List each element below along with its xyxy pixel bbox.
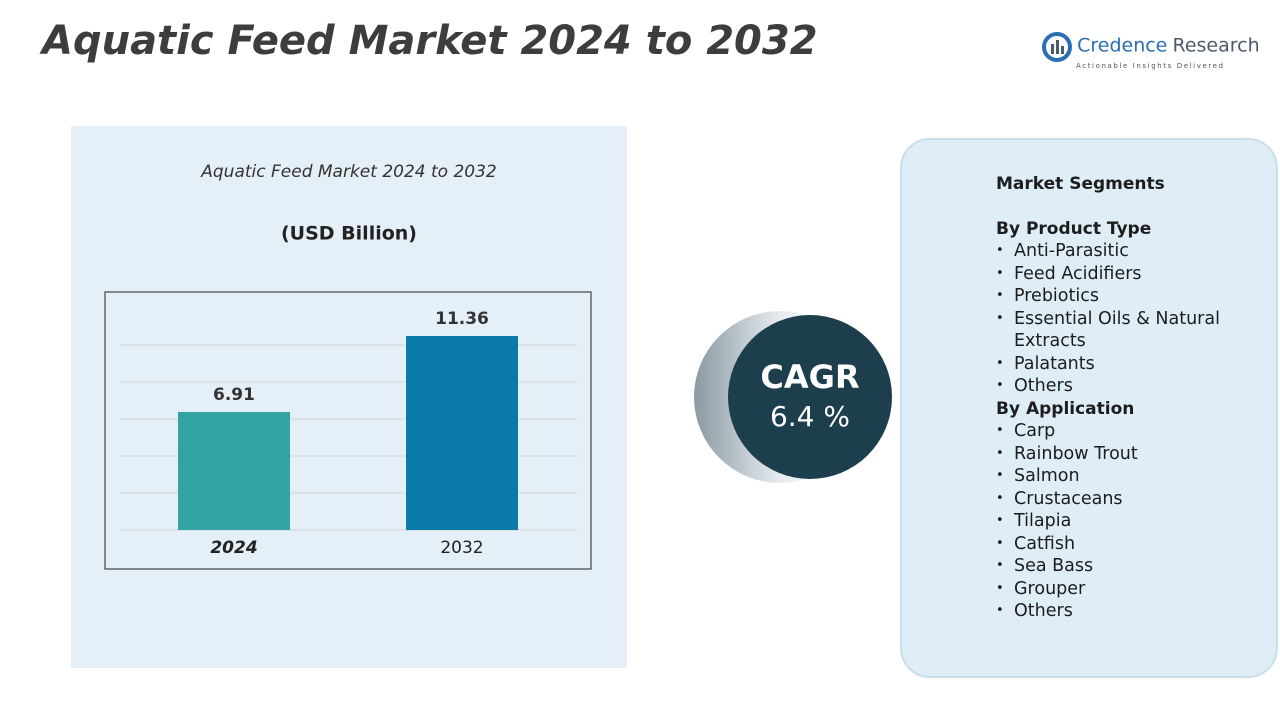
segment-group-title: By Product Type: [996, 218, 1152, 239]
segment-item: Anti-Parasitic: [996, 240, 1236, 263]
segment-item: Prebiotics: [996, 285, 1236, 308]
logo: Credence Research Actionable Insights De…: [1042, 32, 1260, 70]
segment-item: Feed Acidifiers: [996, 263, 1236, 286]
segment-item: Tilapia: [996, 510, 1236, 533]
bar: [178, 411, 290, 530]
segment-item: Grouper: [996, 578, 1236, 601]
segment-item: Salmon: [996, 465, 1236, 488]
cagr-circle: [728, 315, 892, 479]
segment-item: Others: [996, 375, 1236, 398]
value-label: 6.91: [213, 385, 255, 405]
logo-name: Credence Research: [1042, 32, 1260, 62]
x-tick-label: 2032: [440, 538, 483, 558]
segments-title: Market Segments: [996, 174, 1165, 194]
segment-item: Rainbow Trout: [996, 443, 1236, 466]
cagr-label: CAGR: [760, 358, 859, 396]
cagr-value: 6.4 %: [770, 400, 850, 433]
plot-frame: [104, 291, 592, 570]
segments-list: Market Segments By Product TypeAnti-Para…: [996, 173, 1236, 623]
page-title: Aquatic Feed Market 2024 to 2032: [42, 18, 818, 64]
logo-tagline: Actionable Insights Delivered: [1076, 62, 1225, 70]
segment-item: Palatants: [996, 353, 1236, 376]
segment-item: Carp: [996, 420, 1236, 443]
segment-group-title: By Application: [996, 398, 1135, 419]
logo-brand: Research: [1172, 34, 1260, 57]
segment-item: Sea Bass: [996, 555, 1236, 578]
segment-item: Crustaceans: [996, 488, 1236, 511]
value-label: 11.36: [435, 309, 489, 329]
segment-item: Others: [996, 600, 1236, 623]
logo-brand: Credence: [1077, 34, 1168, 57]
chart-panel: [71, 126, 627, 668]
segment-list: CarpRainbow TroutSalmonCrustaceansTilapi…: [996, 420, 1236, 623]
segment-item: Essential Oils & Natural Extracts: [996, 308, 1236, 353]
logo-icon: [1042, 32, 1072, 62]
segment-item: Catfish: [996, 533, 1236, 556]
spacer: [996, 196, 1236, 218]
bar: [406, 336, 518, 530]
chart-title: Aquatic Feed Market 2024 to 2032: [200, 162, 497, 182]
segment-list: Anti-ParasiticFeed AcidifiersPrebioticsE…: [996, 240, 1236, 398]
x-tick-label: 2024: [210, 538, 257, 558]
chart-subtitle: (USD Billion): [281, 223, 417, 245]
